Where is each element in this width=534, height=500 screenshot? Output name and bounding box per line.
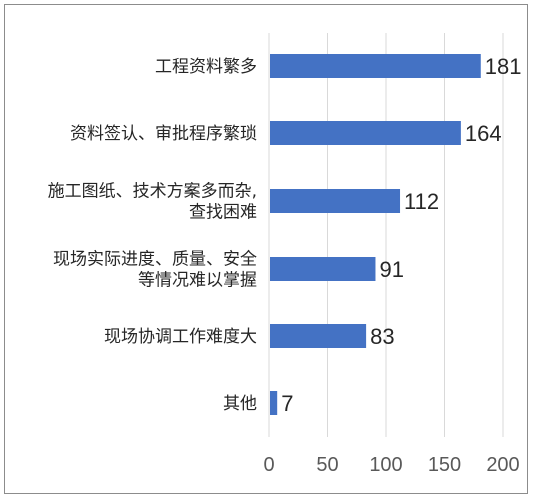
data-label: 112 bbox=[404, 189, 439, 214]
x-tick-label: 150 bbox=[428, 454, 461, 476]
category-label: 现场协调工作难度大 bbox=[104, 327, 257, 347]
data-label: 164 bbox=[465, 121, 502, 146]
bars bbox=[270, 54, 481, 415]
category-label: 施工图纸、技术方案多而杂,查找困难 bbox=[48, 182, 257, 223]
x-tick-label: 200 bbox=[486, 454, 519, 476]
category-label: 资料签认、审批程序繁琐 bbox=[70, 124, 257, 144]
data-label: 83 bbox=[370, 324, 394, 349]
gridlines bbox=[327, 33, 504, 437]
bar bbox=[270, 189, 401, 213]
data-label: 91 bbox=[379, 257, 403, 282]
x-tick-label: 0 bbox=[263, 454, 274, 476]
bar bbox=[270, 324, 367, 348]
x-tick-label: 50 bbox=[316, 454, 338, 476]
data-label: 7 bbox=[281, 391, 293, 416]
chart-frame: 0 50 100 150 200 工程资料繁多资料签认、审批程序繁琐施工图纸、技术方案多… bbox=[4, 4, 528, 494]
bar bbox=[270, 54, 481, 78]
bar bbox=[270, 391, 278, 415]
category-label: 其他 bbox=[223, 394, 257, 414]
bar bbox=[270, 121, 461, 145]
x-tick-label: 100 bbox=[369, 454, 402, 476]
category-label: 工程资料繁多 bbox=[155, 57, 257, 77]
x-axis: 0 50 100 150 200 bbox=[263, 33, 520, 476]
bar bbox=[270, 257, 376, 281]
category-labels: 工程资料繁多资料签认、审批程序繁琐施工图纸、技术方案多而杂,查找困难现场实际进度… bbox=[48, 57, 257, 414]
bar-chart: 0 50 100 150 200 工程资料繁多资料签认、审批程序繁琐施工图纸、技术方案多… bbox=[48, 33, 521, 476]
value-labels: 181 164 112 91 83 7 bbox=[281, 54, 521, 416]
category-label: 现场实际进度、质量、安全等情况难以掌握 bbox=[53, 250, 257, 291]
data-label: 181 bbox=[485, 54, 522, 79]
